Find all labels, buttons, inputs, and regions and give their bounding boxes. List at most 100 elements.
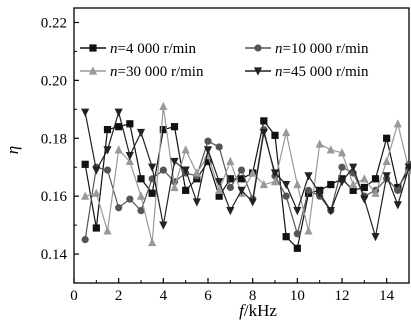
y-axis-ticks: 0.14 0.16 0.18 0.20 0.22 xyxy=(41,15,79,263)
data-point xyxy=(148,189,156,197)
data-point xyxy=(237,166,246,174)
legend-item-3: n=30 000 r/min xyxy=(80,64,204,80)
data-point xyxy=(103,166,112,174)
data-point xyxy=(114,108,123,117)
x-tick-label: 2 xyxy=(115,288,123,304)
data-point xyxy=(181,145,190,154)
y-tick-label: 0.20 xyxy=(41,73,67,89)
x-tick-label: 4 xyxy=(160,288,168,304)
data-point xyxy=(349,163,358,172)
data-point xyxy=(81,160,89,168)
data-point xyxy=(371,188,380,197)
data-point xyxy=(304,226,313,235)
data-point xyxy=(282,180,291,190)
plot-area-border xyxy=(73,7,410,284)
legend-label: n=45 000 r/min xyxy=(275,64,369,80)
data-point xyxy=(126,120,134,128)
series-4 xyxy=(81,108,411,242)
data-point xyxy=(137,207,145,215)
y-tick-label: 0.16 xyxy=(41,189,68,205)
y-tick-label: 0.14 xyxy=(41,247,68,263)
data-point xyxy=(259,179,268,189)
data-point xyxy=(159,101,168,111)
data-point xyxy=(81,235,89,244)
data-point xyxy=(382,172,391,181)
data-point xyxy=(282,127,291,137)
data-point xyxy=(159,166,167,174)
data-point xyxy=(237,175,246,183)
data-point xyxy=(92,224,100,232)
data-point xyxy=(337,148,347,157)
data-point xyxy=(315,139,324,148)
data-point xyxy=(360,183,368,192)
y-tick-label: 0.22 xyxy=(41,15,67,31)
data-point xyxy=(136,128,146,138)
data-point xyxy=(215,143,223,151)
data-point xyxy=(226,207,235,216)
legend-label: n=10 000 r/min xyxy=(275,41,369,57)
data-point xyxy=(226,183,234,192)
data-point xyxy=(203,146,213,155)
data-point xyxy=(349,179,358,189)
legend: n=4 000 r/min n=10 000 r/min n=30 000 r/mi… xyxy=(80,41,369,80)
data-point xyxy=(159,125,167,134)
data-point xyxy=(393,119,402,128)
x-tick-label: 12 xyxy=(335,288,350,304)
data-point xyxy=(170,123,179,131)
data-point xyxy=(192,198,201,207)
data-point xyxy=(181,166,190,175)
data-point xyxy=(92,188,101,197)
data-point xyxy=(215,185,224,194)
data-point xyxy=(215,192,223,200)
data-point xyxy=(192,168,201,177)
legend-marker xyxy=(88,66,98,75)
plot-frame xyxy=(73,7,410,284)
data-point xyxy=(204,137,212,145)
data-point xyxy=(326,145,335,154)
data-point xyxy=(338,163,346,171)
legend-item-4: n=45 000 r/min xyxy=(245,64,369,80)
series-line xyxy=(84,109,410,237)
data-point xyxy=(271,131,279,139)
data-point xyxy=(126,195,134,203)
data-point xyxy=(327,180,335,189)
data-point xyxy=(182,186,190,194)
data-point xyxy=(226,156,235,166)
x-tick-label: 0 xyxy=(70,288,78,304)
legend-marker xyxy=(253,67,263,76)
data-point xyxy=(115,204,123,212)
data-point xyxy=(237,186,246,195)
data-point xyxy=(148,163,157,172)
data-point xyxy=(115,123,123,131)
data-point xyxy=(371,175,380,183)
data-point xyxy=(293,230,301,238)
data-point xyxy=(270,169,280,178)
legend-label: n=30 000 r/min xyxy=(110,64,204,80)
data-point xyxy=(360,195,369,204)
data-point xyxy=(215,178,224,187)
data-point xyxy=(293,244,301,252)
data-point xyxy=(293,179,302,189)
data-point xyxy=(404,163,411,172)
legend-label: n=4 000 r/min xyxy=(110,41,196,57)
data-point xyxy=(226,175,234,183)
data-point xyxy=(114,145,123,154)
series-line xyxy=(84,129,410,240)
series-line xyxy=(85,106,410,243)
data-point xyxy=(136,191,146,200)
data-point xyxy=(393,201,402,210)
legend-item-1: n=4 000 r/min xyxy=(80,41,196,57)
data-point xyxy=(159,221,168,230)
data-point xyxy=(125,152,134,161)
data-point xyxy=(81,191,90,200)
data-point xyxy=(360,174,369,183)
data-point xyxy=(371,233,380,242)
legend-marker xyxy=(254,44,262,52)
data-point xyxy=(293,207,302,216)
data-point xyxy=(349,186,357,194)
x-axis-label-unit: /kHz xyxy=(244,301,278,320)
data-point xyxy=(92,166,101,175)
x-axis-label: f/kHz xyxy=(239,301,277,320)
data-point xyxy=(148,237,157,247)
data-point xyxy=(304,172,313,181)
